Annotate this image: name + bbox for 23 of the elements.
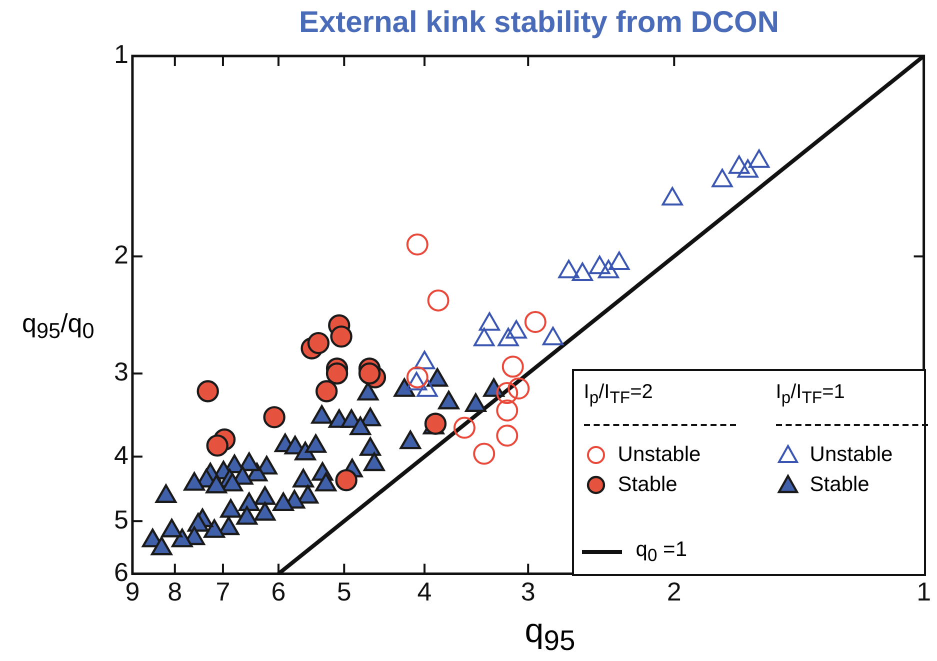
legend-label: Unstable <box>810 442 893 467</box>
x-tick-label: 8 <box>168 576 182 607</box>
annotation: I$_{p}$/I$_{TF}$=1 <box>776 380 846 408</box>
x-tick-label: 1 <box>916 576 932 607</box>
x-tick-label: 2 <box>666 576 682 607</box>
x-tick-label: 7 <box>216 576 230 607</box>
legend-label: Unstable <box>618 442 701 467</box>
chart-title: External kink stability from DCON <box>298 6 780 40</box>
x-tick-label: 6 <box>271 576 286 607</box>
y-tick-label: 1 <box>114 39 128 70</box>
legend-label: q$_{0}$ =1 <box>636 538 687 566</box>
y-tick-label: 5 <box>114 504 128 534</box>
y-axis-title: q$_{95}$/q$_{0}$ <box>22 308 94 344</box>
x-tick-label: 4 <box>417 576 432 607</box>
x-tick-label: 3 <box>520 576 536 607</box>
y-tick-label: 4 <box>114 440 128 470</box>
y-tick-label: 2 <box>114 239 128 270</box>
x-tick-label: 5 <box>336 576 352 607</box>
x-axis-title: q$_{95}$ <box>524 612 576 658</box>
legend-label: Stable <box>810 472 870 497</box>
y-tick-label: 3 <box>114 356 128 387</box>
annotation: I$_{p}$/I$_{TF}$=2 <box>584 380 654 408</box>
legend-label: Stable <box>618 472 678 497</box>
